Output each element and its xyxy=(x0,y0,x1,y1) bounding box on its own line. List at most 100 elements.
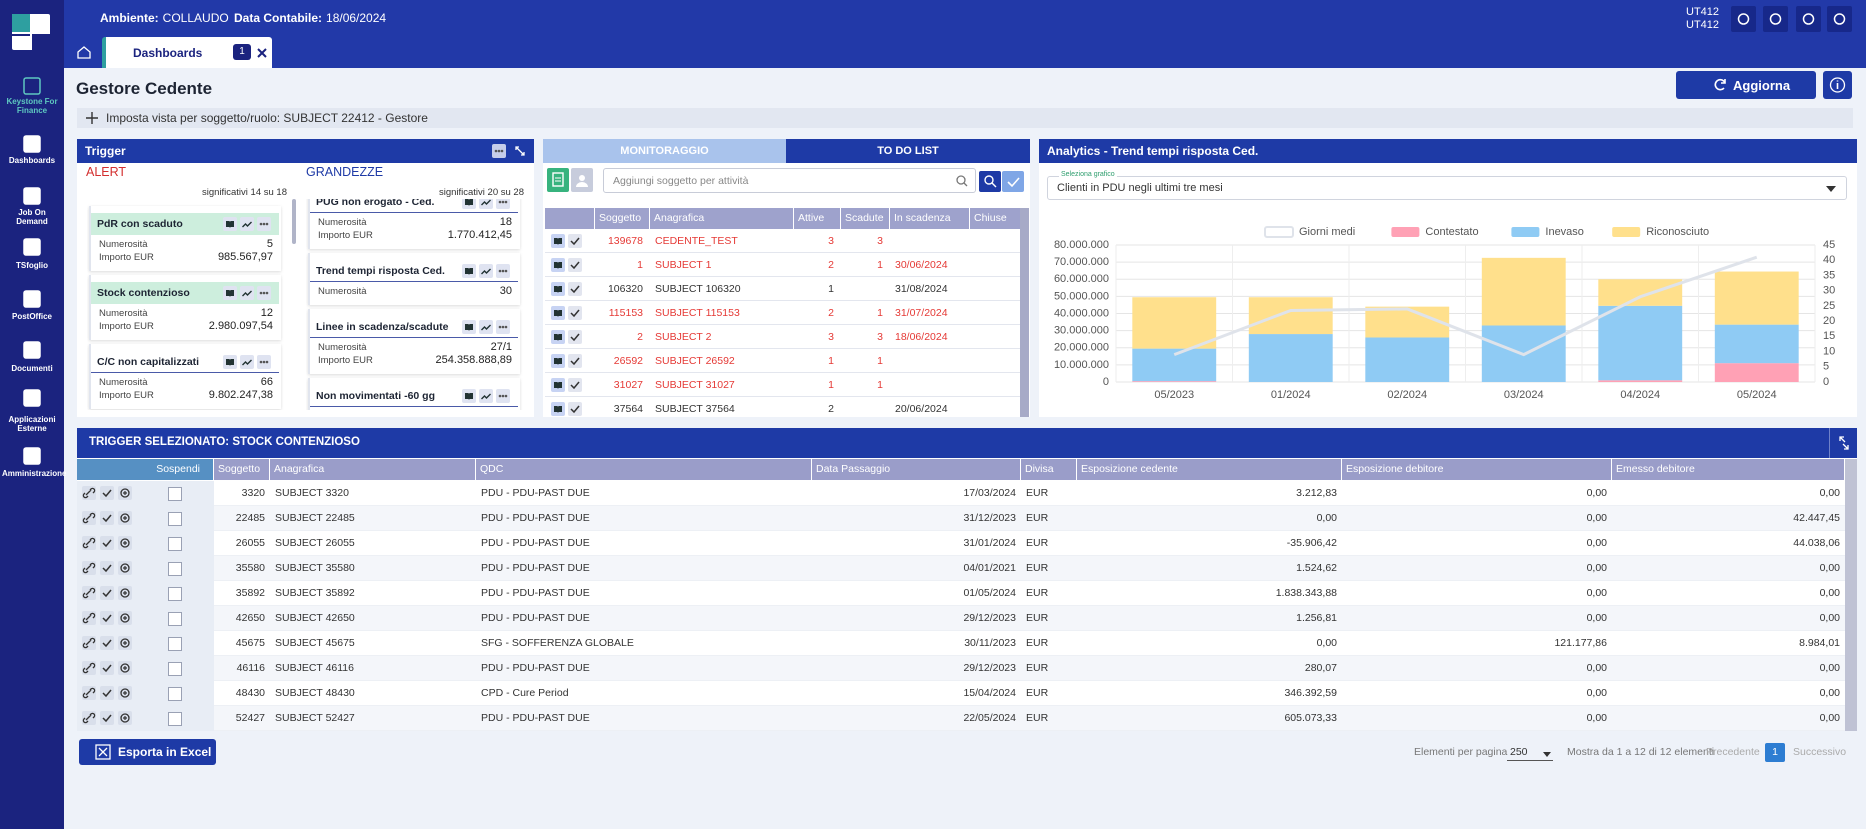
confirm-button[interactable] xyxy=(1002,171,1024,192)
header-button[interactable] xyxy=(1827,6,1852,32)
column-header: Sospendi xyxy=(77,459,214,480)
sidebar-label[interactable]: Applicazioni Esterne xyxy=(8,415,56,433)
note-button[interactable] xyxy=(547,168,569,192)
icon xyxy=(479,320,493,334)
icon xyxy=(118,486,132,500)
icon xyxy=(82,686,96,700)
card-title: Stock contenzioso xyxy=(97,287,190,299)
card-row-label: Importo EUR xyxy=(318,355,373,366)
suspend-checkbox[interactable] xyxy=(168,562,182,576)
trigger-card[interactable]: PUG non erogato - Ced. Numerosità 18 Import… xyxy=(308,199,520,249)
table-cell: 0,00 xyxy=(1316,637,1337,649)
action-cell xyxy=(77,481,214,506)
user-button[interactable] xyxy=(571,168,593,192)
trigger-panel: Trigger ALERT significativi 14 su 18 PdR co… xyxy=(77,139,534,417)
page-size-select[interactable]: 250 xyxy=(1507,743,1553,761)
bar-segment xyxy=(1365,337,1450,382)
chart-select[interactable]: Clienti in PDU negli ultimi tre mesi xyxy=(1047,176,1847,200)
card-header: Linee in scadenza/scadute xyxy=(310,316,518,338)
table-row xyxy=(77,631,1845,656)
sidebar-label[interactable]: Dashboards xyxy=(8,156,56,165)
table-cell: 31027 xyxy=(613,379,643,391)
suspend-checkbox[interactable] xyxy=(168,512,182,526)
table-cell: 35892 xyxy=(235,587,265,599)
monitor-tab[interactable]: MONITORAGGIO xyxy=(543,139,786,163)
suspend-checkbox[interactable] xyxy=(168,587,182,601)
sidebar-icon[interactable] xyxy=(21,289,43,309)
sidebar-icon[interactable] xyxy=(21,237,43,257)
trigger-card[interactable]: C/C non capitalizzati Numerosità 66 Importo… xyxy=(89,344,281,409)
table-cell: 31/07/2024 xyxy=(895,307,948,319)
table-row xyxy=(545,325,1020,349)
suspend-checkbox[interactable] xyxy=(168,637,182,651)
trigger-card[interactable]: Trend tempi risposta Ced. Numerosità 30 xyxy=(308,253,520,305)
table-cell: 2 xyxy=(828,259,834,271)
monitor-tab[interactable]: TO DO LIST xyxy=(786,139,1030,163)
column-header: Anagrafica xyxy=(270,459,476,480)
suspend-checkbox[interactable] xyxy=(168,537,182,551)
icon xyxy=(568,306,582,320)
next-button[interactable]: Successivo xyxy=(1793,746,1847,758)
table-cell: 2 xyxy=(828,403,834,415)
sidebar-label[interactable]: PostOffice xyxy=(11,312,52,321)
trigger-card[interactable]: PdR con scaduto Numerosità 5 Importo EUR 985… xyxy=(89,206,281,271)
table-row xyxy=(77,606,1845,631)
sidebar-label[interactable]: Amministrazione xyxy=(2,469,67,478)
page-button[interactable]: 1 xyxy=(1765,743,1785,762)
trigger-card[interactable]: Linee in scadenza/scadute Numerosità 27/1 I… xyxy=(308,309,520,374)
sidebar-icon[interactable] xyxy=(21,340,43,360)
icon xyxy=(223,286,237,300)
table-cell: SUBJECT 48430 xyxy=(275,687,355,699)
home-button[interactable] xyxy=(76,44,92,60)
icon xyxy=(551,234,565,248)
sidebar-icon[interactable] xyxy=(21,76,43,96)
table-row xyxy=(77,531,1845,556)
suspend-checkbox[interactable] xyxy=(168,662,182,676)
suspend-checkbox[interactable] xyxy=(168,712,182,726)
tab-badge: 1 xyxy=(233,44,251,60)
trigger-card[interactable]: Non movimentati -60 gg xyxy=(308,378,520,410)
icon xyxy=(568,330,582,344)
prev-button[interactable]: Precedente xyxy=(1706,746,1760,758)
search-input[interactable]: Aggiungi soggetto per attività xyxy=(603,168,976,193)
suspend-checkbox[interactable] xyxy=(168,612,182,626)
card-header: PUG non erogato - Ced. xyxy=(310,199,518,213)
sidebar-label[interactable]: Job On Demand xyxy=(16,208,48,226)
suspend-checkbox[interactable] xyxy=(168,487,182,501)
info-button[interactable] xyxy=(1823,71,1852,99)
suspend-checkbox[interactable] xyxy=(168,687,182,701)
card-list: PdR con scaduto Numerosità 5 Importo EUR 985… xyxy=(87,201,285,410)
table-cell: 280,07 xyxy=(1304,662,1337,674)
bar-segment xyxy=(1714,324,1799,364)
trigger-card[interactable]: Stock contenzioso Numerosità 12 Importo EUR… xyxy=(89,275,281,340)
tab[interactable]: Dashboards 1 xyxy=(102,37,272,68)
sidebar-label[interactable]: TSfoglio xyxy=(16,261,48,270)
filter-bar[interactable]: Imposta vista per soggetto/ruolo: SUBJEC… xyxy=(77,108,1853,128)
table-cell: 0,00 xyxy=(1586,562,1607,574)
table-row xyxy=(77,506,1845,531)
table-cell: PDU - PDU-PAST DUE xyxy=(481,487,590,499)
icon xyxy=(568,282,582,296)
sidebar-label[interactable]: Documenti xyxy=(11,364,53,373)
card-row-value: 18 xyxy=(499,216,512,228)
icon xyxy=(462,264,476,278)
table-cell: 0,00 xyxy=(1586,587,1607,599)
expand-button[interactable] xyxy=(1829,428,1857,458)
table-cell: 46116 xyxy=(236,662,265,674)
table-cell: PDU - PDU-PAST DUE xyxy=(481,537,590,549)
table-cell: 1 xyxy=(637,259,643,271)
export-button[interactable]: Esporta in Excel xyxy=(79,739,216,765)
refresh-button[interactable]: Aggiorna xyxy=(1676,71,1816,99)
sidebar-icon[interactable] xyxy=(21,388,43,408)
sidebar-icon[interactable] xyxy=(21,186,43,206)
search-button[interactable] xyxy=(979,171,1001,192)
header-button[interactable] xyxy=(1731,6,1756,32)
sidebar-icon[interactable] xyxy=(21,446,43,466)
header-button[interactable] xyxy=(1796,6,1821,32)
y2-tick-label: 5 xyxy=(1823,361,1829,373)
tab-close[interactable] xyxy=(256,46,268,58)
sidebar-icon[interactable] xyxy=(21,134,43,154)
sidebar-label[interactable]: Keystone For Finance xyxy=(6,97,58,115)
table-cell: 44.038,06 xyxy=(1793,537,1840,549)
header-button[interactable] xyxy=(1763,6,1788,32)
